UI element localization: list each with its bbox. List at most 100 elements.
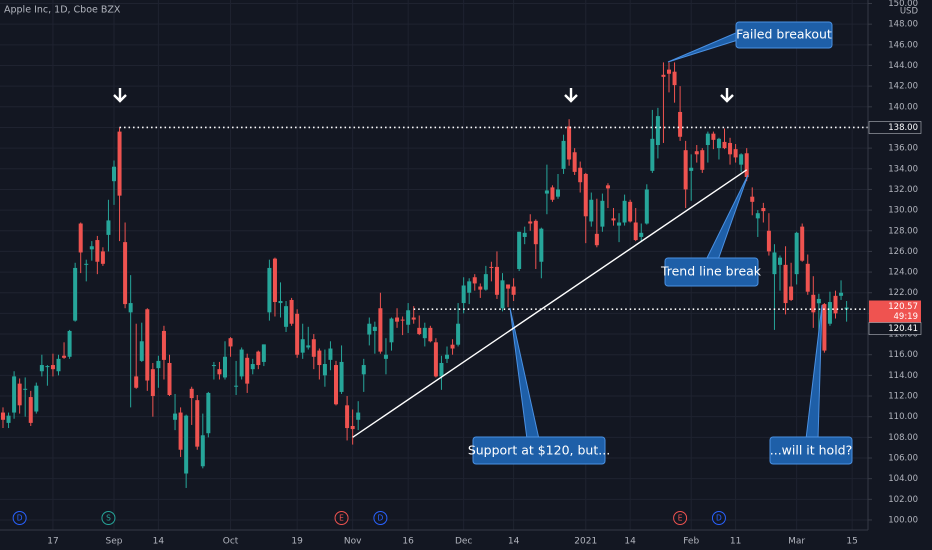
candle-body (245, 357, 250, 384)
candle-body (73, 267, 78, 321)
candle-body (134, 376, 139, 388)
candle-body (722, 141, 727, 149)
x-tick-label: 19 (291, 537, 303, 547)
candle-body (511, 286, 516, 295)
candle-body (256, 351, 261, 366)
candle-body (239, 349, 244, 377)
candle-body (345, 405, 350, 429)
candle-body (378, 308, 383, 352)
candle-body (655, 116, 660, 146)
candle-body (100, 251, 105, 264)
y-tick-label: 104.00 (888, 474, 918, 484)
candle-body (383, 354, 388, 359)
event-marker (673, 511, 688, 525)
y-tick-label: 124.00 (888, 268, 918, 278)
candle-body (228, 338, 233, 347)
x-tick-label: 15 (846, 537, 857, 547)
y-tick-label: 116.00 (888, 350, 918, 360)
candle-body (317, 350, 322, 366)
candle-body (145, 309, 150, 381)
event-label: S (106, 514, 111, 523)
candle-body (816, 298, 821, 304)
candle-body (428, 327, 433, 342)
candle-body (184, 415, 189, 474)
candle-body (672, 71, 677, 86)
candle-body (445, 354, 449, 359)
level-label: 138.00 (888, 123, 918, 133)
candle-body (395, 317, 400, 322)
candle-body (78, 223, 83, 253)
candle-body (633, 222, 638, 241)
candle-body (744, 153, 749, 178)
candle-body (766, 230, 771, 252)
x-tick-label: 16 (402, 537, 414, 547)
event-marker (101, 511, 116, 525)
event-marker (334, 511, 349, 525)
candle-body (650, 138, 655, 171)
candle-body (367, 323, 372, 335)
candle-body (528, 221, 533, 224)
candle-body (250, 364, 255, 370)
event-marker (373, 511, 388, 525)
candle-body (62, 355, 67, 358)
y-tick-label: 130.00 (888, 206, 918, 216)
candle-body (639, 232, 644, 237)
y-tick-label: 150.00 (888, 0, 918, 9)
candle-body (311, 339, 316, 357)
candle-body (700, 150, 705, 170)
candle-body (533, 220, 538, 245)
event-marker (12, 511, 27, 525)
candle-body (805, 263, 810, 292)
candle-body (450, 344, 455, 349)
candle-body (17, 383, 22, 406)
candle-body (522, 232, 527, 237)
candle-body (356, 412, 361, 420)
candle-body (689, 167, 694, 171)
candle-body (750, 196, 755, 202)
callout-text: ...will it hold? (770, 443, 853, 458)
candle-body (178, 412, 183, 450)
candle-body (467, 281, 472, 293)
candle-body (783, 264, 788, 304)
y-tick-label: 112.00 (888, 392, 918, 402)
x-tick-label: 2021 (574, 537, 597, 547)
candle-body (644, 189, 649, 224)
candle-body (617, 222, 622, 226)
candle-body (295, 313, 300, 355)
chart-title: Apple Inc, 1D, Cboe BZX (4, 5, 121, 16)
y-tick-label: 136.00 (888, 144, 918, 154)
candle-body (489, 266, 494, 268)
x-tick-label: Sep (106, 537, 123, 547)
candle-body (123, 242, 128, 305)
candle-body (500, 280, 505, 309)
candle-body (517, 231, 522, 269)
candle-body (411, 317, 416, 320)
candle-body (106, 220, 111, 235)
countdown-label: 49:19 (894, 312, 919, 322)
candle-body (23, 388, 28, 390)
candle-body (539, 228, 544, 262)
arrow-marker (720, 88, 734, 103)
event-label: D (378, 514, 384, 523)
candle-body (223, 356, 227, 378)
candle-body (417, 327, 422, 335)
candle-body (6, 415, 11, 423)
candle-body (605, 185, 610, 189)
y-tick-label: 142.00 (888, 82, 918, 92)
candle-body (272, 258, 277, 303)
callout-box (664, 257, 759, 287)
candle-body (583, 173, 588, 217)
candle-body (156, 360, 161, 369)
candle-body (544, 190, 549, 194)
candle-body (284, 306, 289, 327)
candle-body (839, 292, 844, 296)
event-label: D (17, 514, 23, 523)
event-marker (711, 511, 726, 525)
candle-body (716, 138, 721, 149)
candle-body (361, 365, 366, 375)
candle-body (439, 362, 444, 377)
callout-box (769, 436, 853, 465)
candle-body (372, 326, 377, 331)
